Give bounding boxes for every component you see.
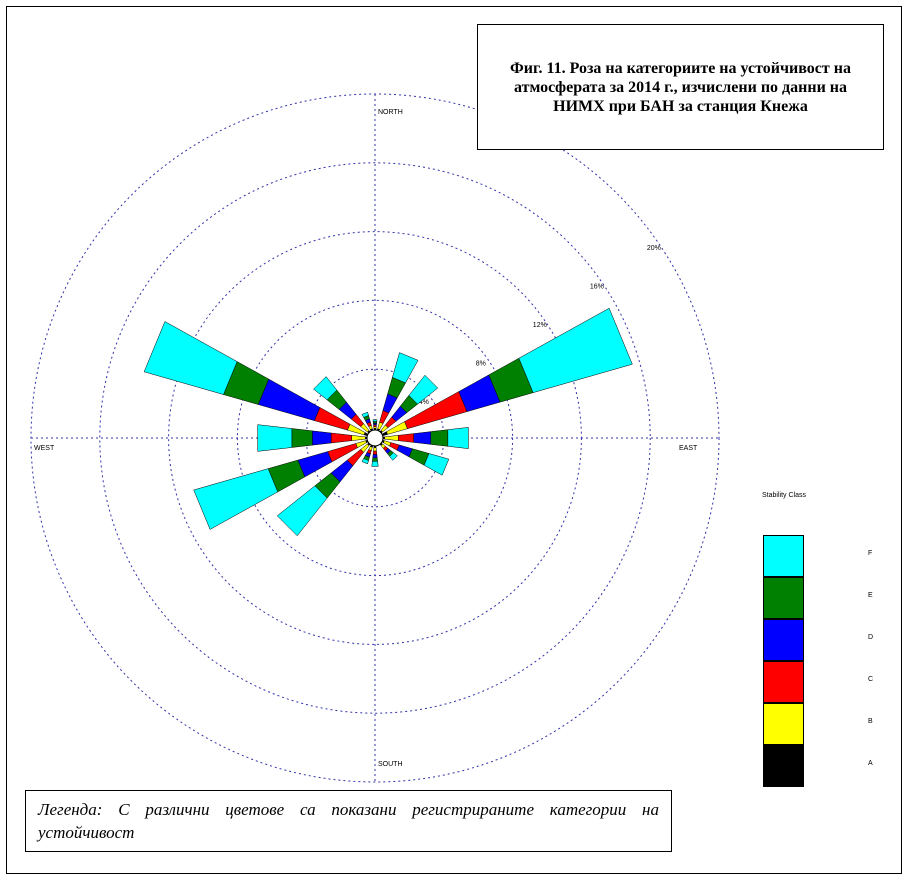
petal-270-D bbox=[312, 430, 332, 446]
legend-label-F: F bbox=[868, 550, 873, 557]
petal-90-D bbox=[413, 431, 432, 445]
petal-337.5-F bbox=[361, 411, 369, 418]
petal-180-F bbox=[371, 461, 379, 467]
ring-label-1: 4% bbox=[419, 399, 429, 406]
legend-swatch-A bbox=[763, 745, 804, 787]
petal-0-D bbox=[373, 422, 377, 426]
ring-label-3: 12% bbox=[533, 322, 547, 329]
legend-note: Легенда: С различни цветове са показани … bbox=[25, 790, 672, 852]
petal-0-C bbox=[373, 424, 377, 427]
petal-180-C bbox=[372, 450, 378, 455]
legend-swatch-C bbox=[763, 661, 804, 703]
ring-label-2: 8% bbox=[476, 360, 486, 367]
legend-label-A: A bbox=[868, 760, 873, 767]
petal-90-B bbox=[384, 435, 399, 441]
direction-label-north: NORTH bbox=[378, 109, 403, 116]
ring-label-5: 20% bbox=[647, 245, 661, 252]
legend-label-E: E bbox=[868, 592, 873, 599]
legend-label-B: B bbox=[868, 718, 873, 725]
petal-270-C bbox=[330, 432, 352, 444]
petal-225-F bbox=[276, 485, 328, 537]
legend-label-D: D bbox=[868, 634, 874, 641]
petal-0-F bbox=[372, 419, 378, 422]
petal-270-B bbox=[351, 435, 366, 441]
direction-label-west: WEST bbox=[34, 445, 55, 452]
petal-292.5-D bbox=[257, 378, 321, 421]
figure-frame bbox=[6, 6, 902, 874]
petal-0-E bbox=[372, 421, 378, 424]
petal-270-E bbox=[291, 428, 313, 448]
legend-title: Stability Class bbox=[762, 492, 806, 499]
petal-180-B bbox=[373, 447, 377, 452]
legend-label-C: C bbox=[868, 676, 874, 683]
petal-90-E bbox=[430, 429, 449, 447]
legend-swatch-F bbox=[763, 535, 804, 577]
direction-label-east: EAST bbox=[679, 445, 698, 452]
figure-title: Фиг. 11. Роза на категориите на устойчив… bbox=[477, 24, 884, 150]
petal-135-F bbox=[389, 452, 398, 461]
petal-90-C bbox=[398, 433, 414, 443]
petal-292.5-F bbox=[143, 321, 238, 395]
petal-67.5-F bbox=[518, 307, 633, 393]
petal-315-F bbox=[313, 376, 338, 401]
petal-180-D bbox=[372, 454, 378, 459]
petal-90-F bbox=[447, 427, 469, 449]
grid-ring-4 bbox=[99, 162, 651, 714]
petal-0-B bbox=[373, 426, 377, 429]
ring-label-4: 16% bbox=[590, 283, 604, 290]
rose-hub bbox=[366, 429, 384, 447]
legend-swatch-D bbox=[763, 619, 804, 661]
direction-label-south: SOUTH bbox=[378, 761, 403, 768]
legend-swatch-E bbox=[763, 577, 804, 619]
petal-22.5-F bbox=[392, 352, 419, 384]
petal-270-F bbox=[257, 424, 293, 452]
petal-45-F bbox=[408, 374, 439, 405]
petal-247.5-F bbox=[193, 468, 279, 530]
legend-swatch-B bbox=[763, 703, 804, 745]
figure-title-text: Фиг. 11. Роза на категориите на устойчив… bbox=[510, 59, 851, 115]
legend-note-text: Легенда: С различни цветове са показани … bbox=[38, 800, 659, 842]
petal-202.5-F bbox=[361, 458, 369, 465]
petal-112.5-F bbox=[423, 453, 450, 476]
petal-180-E bbox=[372, 457, 378, 462]
